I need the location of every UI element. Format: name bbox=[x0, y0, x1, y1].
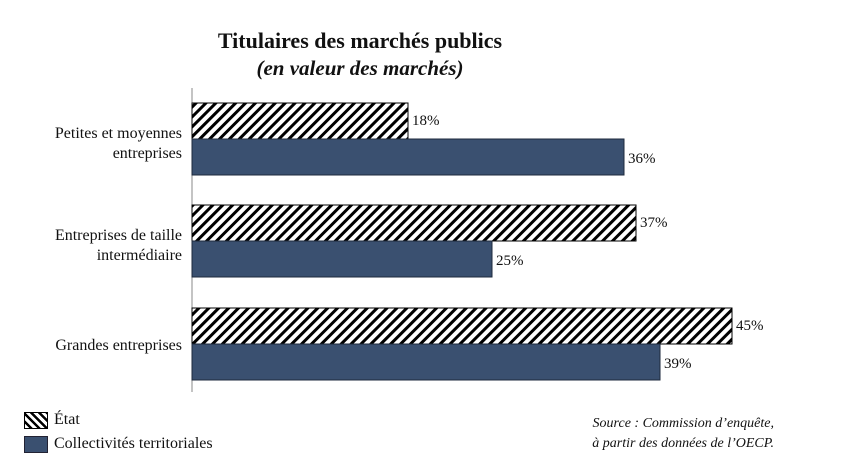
legend-item-etat: État bbox=[24, 411, 80, 429]
legend-swatch-hatched bbox=[24, 411, 48, 429]
category-label-eti: Entreprises de taille intermédiaire bbox=[54, 227, 182, 264]
legend-label-collectivites: Collectivités territoriales bbox=[54, 435, 213, 452]
data-label-collectivites-2: 39% bbox=[664, 356, 692, 372]
data-label-collectivites-0: 36% bbox=[628, 151, 656, 167]
chart-subtitle: (en valeur des marchés) bbox=[256, 56, 464, 80]
bar-collectivites-1 bbox=[191, 240, 493, 278]
legend-label-etat: État bbox=[54, 411, 80, 428]
source-line-2: à partir des données de l’OECP. bbox=[592, 436, 774, 451]
legend-swatch-solid bbox=[24, 435, 48, 453]
bar-etat-1 bbox=[191, 204, 637, 242]
bar-collectivites-2 bbox=[191, 343, 661, 381]
category-label-pme: Petites et moyennes entreprises bbox=[54, 125, 182, 162]
category-label-ge: Grandes entreprises bbox=[55, 337, 182, 354]
source-note: Source : Commission d’enquête, à partir … bbox=[592, 414, 774, 454]
bar-collectivites-0 bbox=[191, 138, 625, 176]
data-label-etat-0: 18% bbox=[412, 113, 440, 129]
bar-etat-0 bbox=[191, 102, 409, 140]
source-line-1: Source : Commission d’enquête, bbox=[592, 416, 774, 431]
data-label-collectivites-1: 25% bbox=[496, 253, 524, 269]
bar-etat-2 bbox=[191, 307, 733, 345]
chart-title: Titulaires des marchés publics bbox=[217, 28, 503, 53]
legend-item-collectivites: Collectivités territoriales bbox=[24, 435, 213, 453]
data-label-etat-2: 45% bbox=[736, 318, 764, 334]
data-label-etat-1: 37% bbox=[640, 215, 668, 231]
